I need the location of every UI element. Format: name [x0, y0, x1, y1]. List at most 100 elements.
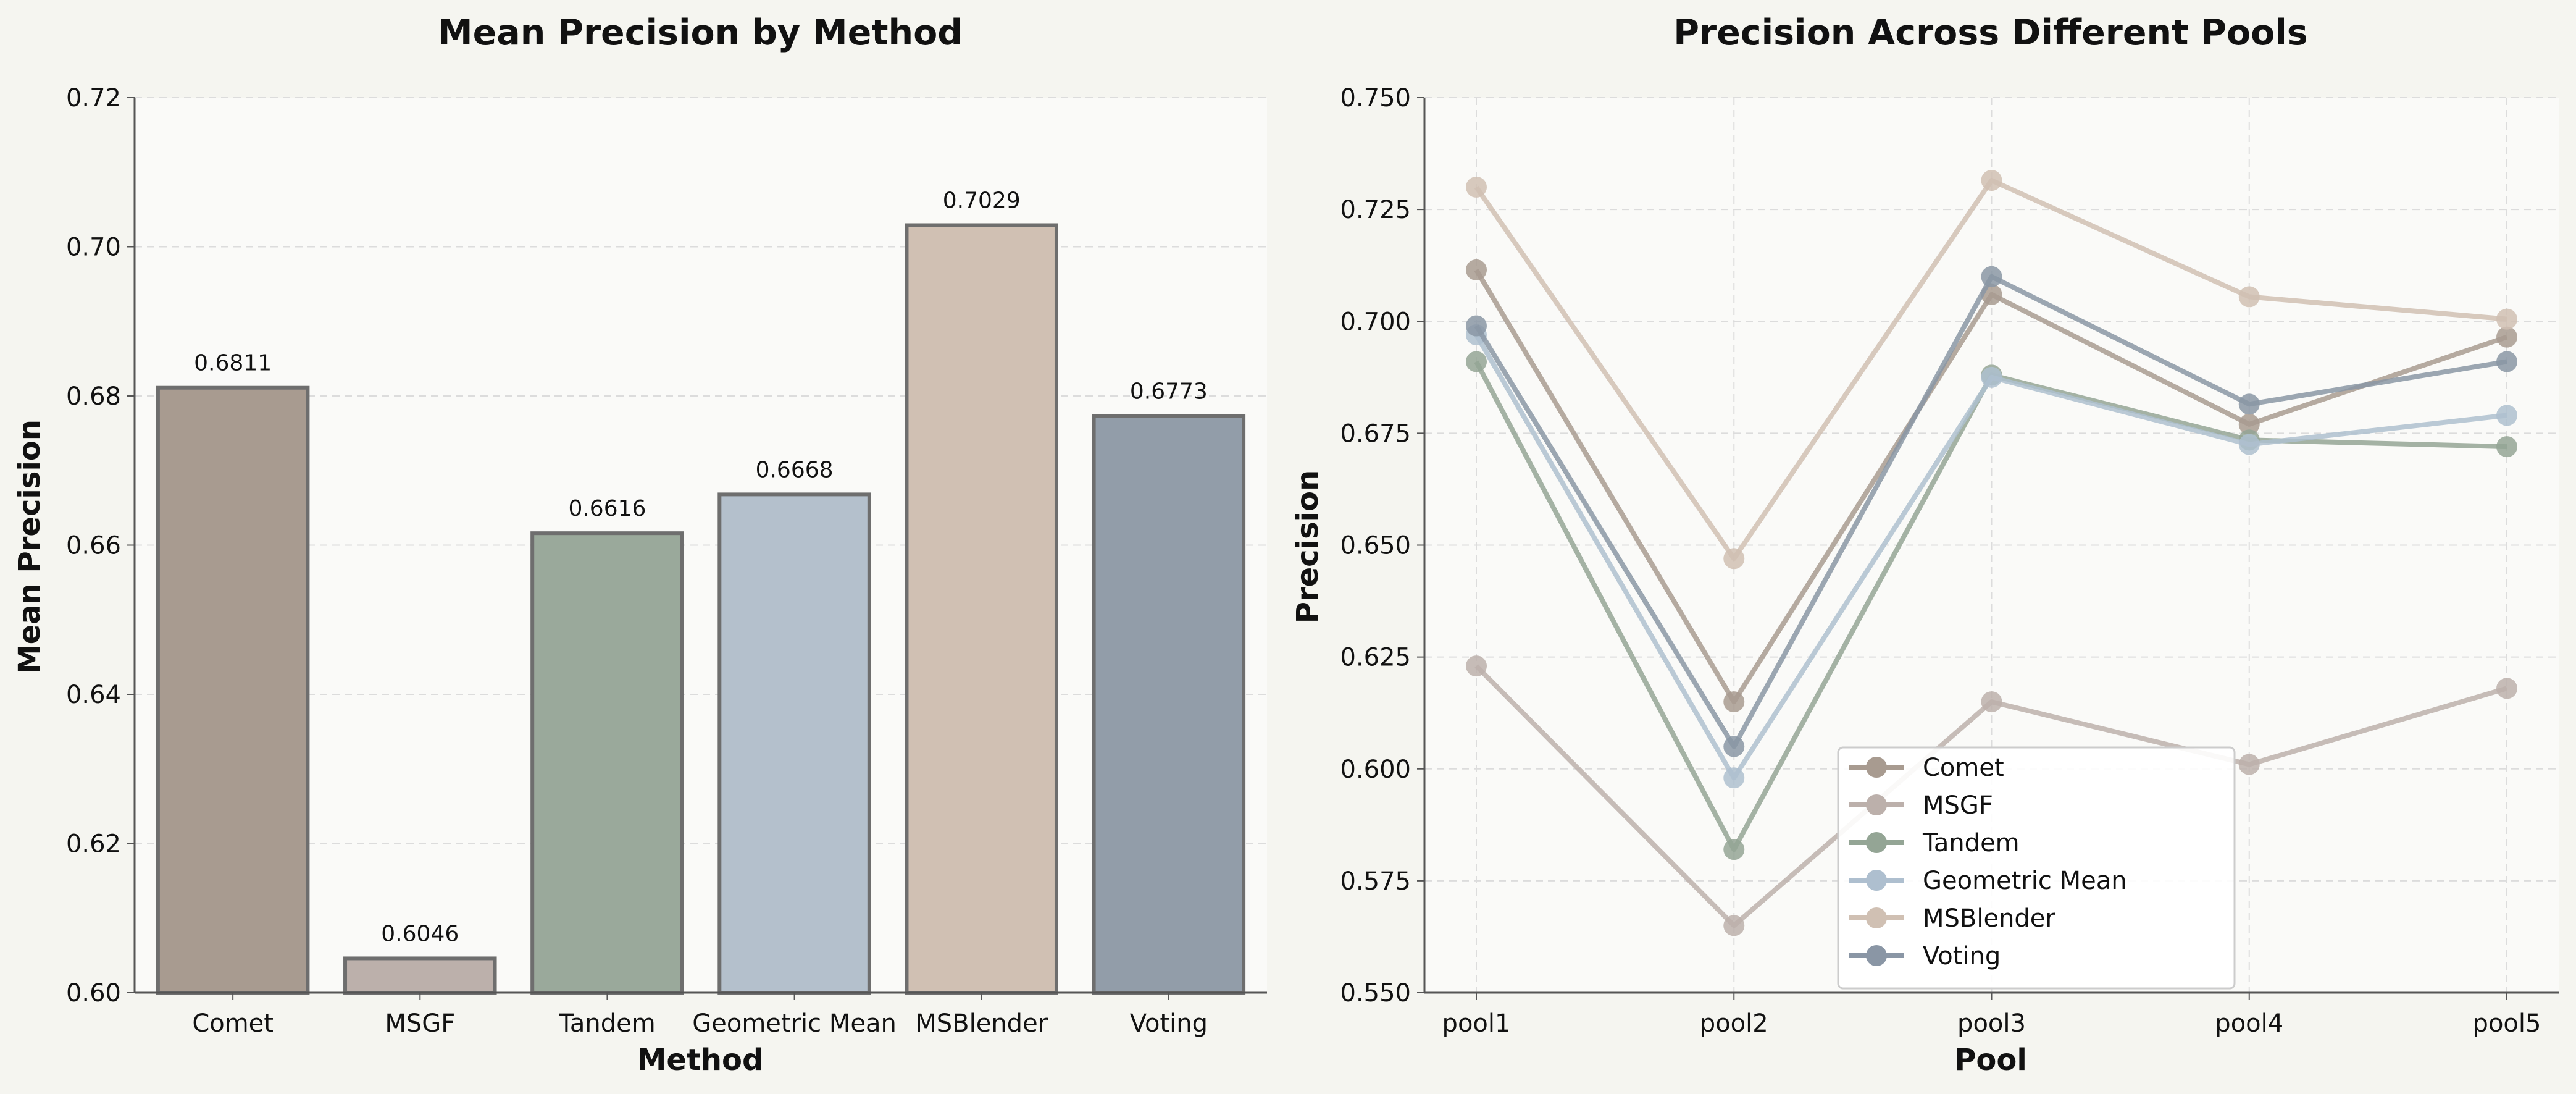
line-x-tick-label: pool4 — [2215, 1009, 2283, 1038]
legend-item: Voting — [1849, 942, 2001, 970]
series-point — [2496, 436, 2517, 458]
legend-label: MSGF — [1923, 791, 1993, 820]
bar-y-tick-label: 0.72 — [66, 84, 121, 112]
bar-x-tick-label: Geometric Mean — [692, 1009, 897, 1038]
bar-chart: 0.60 0.62 0.64 0.66 0.68 0.70 0.72 Comet MSGF Ta… — [12, 12, 1267, 1077]
legend-label: Tandem — [1922, 829, 2020, 857]
line-x-tick-label: pool3 — [1957, 1009, 2026, 1038]
bar-x-axis-label: Method — [637, 1043, 764, 1077]
legend-label: Geometric Mean — [1923, 867, 2127, 895]
series-point — [1981, 691, 2002, 713]
bar-value-label: 0.7029 — [943, 188, 1021, 213]
legend-box — [1837, 746, 2236, 990]
series-point — [2238, 434, 2260, 455]
series-point — [1723, 767, 1745, 789]
line-y-ticks: 0.550 0.575 0.600 0.625 0.650 0.675 0.700 0.725… — [1340, 84, 1424, 1008]
series-point — [2238, 393, 2260, 415]
series-point — [1466, 259, 1487, 280]
legend-swatch-marker — [1866, 757, 1887, 778]
series-point — [2496, 351, 2517, 372]
bar-y-tick-label: 0.66 — [66, 532, 121, 560]
line-y-tick-label: 0.575 — [1340, 867, 1411, 896]
legend-label: Voting — [1923, 942, 2001, 970]
bar-data-labels: 0.6811 0.6046 0.6616 0.6668 0.7029 0.6773 — [194, 188, 1208, 946]
bar-y-tick-label: 0.62 — [66, 830, 121, 859]
series-point — [1466, 315, 1487, 337]
line-y-tick-label: 0.700 — [1340, 308, 1411, 336]
bar-value-label: 0.6046 — [381, 921, 459, 946]
series-point — [2238, 754, 2260, 775]
line-y-tick-label: 0.725 — [1340, 196, 1411, 224]
line-x-tick-label: pool2 — [1700, 1009, 1768, 1038]
legend-item: Comet — [1849, 754, 2004, 782]
series-msgf — [1466, 655, 2517, 936]
series-point — [1981, 266, 2002, 287]
bar-geometric-mean — [717, 492, 871, 995]
series-point — [1466, 351, 1487, 372]
series-point — [2496, 326, 2517, 348]
series-comet — [1466, 259, 2517, 713]
bar-y-tick-label: 0.60 — [66, 979, 121, 1008]
series-point — [2238, 286, 2260, 308]
series-point — [1723, 915, 1745, 936]
bar-tandem — [530, 531, 684, 995]
series-point — [2496, 678, 2517, 699]
bar-x-tick-label: Comet — [192, 1009, 274, 1038]
legend-label: Comet — [1923, 754, 2004, 782]
series-point — [1723, 691, 1745, 713]
series-point — [1723, 839, 1745, 860]
series-point — [1466, 655, 1487, 677]
bar-value-label: 0.6811 — [194, 351, 272, 376]
bar-msgf — [343, 956, 497, 995]
line-chart-title: Precision Across Different Pools — [1673, 12, 2307, 53]
series-point — [1723, 548, 1745, 570]
legend-swatch-marker — [1866, 832, 1887, 853]
line-legend: Comet MSGF Tandem Geometric Mean MSBlender Vo… — [1837, 746, 2236, 990]
line-y-tick-label: 0.550 — [1340, 979, 1411, 1008]
bar-value-label: 0.6773 — [1130, 379, 1208, 405]
series-point — [1466, 176, 1487, 198]
line-series-group — [1466, 170, 2517, 936]
series-point — [1981, 170, 2002, 191]
series-point — [2496, 308, 2517, 330]
line-y-tick-label: 0.625 — [1340, 644, 1411, 672]
bar-x-tick-label: MSBlender — [915, 1009, 1048, 1038]
series-point — [1723, 736, 1745, 757]
legend-label: MSBlender — [1923, 904, 2055, 933]
legend-item: MSGF — [1849, 791, 1993, 820]
series-point — [1981, 366, 2002, 388]
bar-value-label: 0.6668 — [756, 457, 834, 482]
legend-item: Geometric Mean — [1849, 867, 2127, 895]
bar-y-tick-label: 0.70 — [66, 234, 121, 262]
bar-value-label: 0.6616 — [568, 496, 646, 521]
bar-y-tick-label: 0.64 — [66, 681, 121, 709]
line-x-tick-label: pool5 — [2473, 1009, 2541, 1038]
bar-voting — [1092, 414, 1246, 995]
bar-chart-title: Mean Precision by Method — [438, 12, 963, 53]
legend-swatch-marker — [1866, 870, 1887, 891]
line-x-axis-label: Pool — [1954, 1043, 2027, 1077]
bar-x-tick-label: Tandem — [558, 1009, 656, 1038]
bar-comet — [156, 385, 310, 995]
bar-marks — [156, 223, 1246, 995]
series-msblender — [1466, 170, 2517, 570]
line-y-tick-label: 0.675 — [1340, 419, 1411, 448]
line-y-tick-label: 0.750 — [1340, 84, 1411, 112]
bar-y-tick-label: 0.68 — [66, 382, 121, 411]
series-point — [2238, 413, 2260, 435]
bar-x-tick-label: Voting — [1130, 1009, 1208, 1038]
series-voting — [1466, 266, 2517, 757]
line-x-ticks: pool1 pool2 pool3 pool4 pool5 — [1442, 993, 2541, 1038]
bar-x-tick-label: MSGF — [385, 1009, 455, 1038]
line-x-tick-label: pool1 — [1442, 1009, 1511, 1038]
legend-swatch-marker — [1866, 945, 1887, 966]
line-y-tick-label: 0.600 — [1340, 755, 1411, 784]
bar-y-axis-label: Mean Precision — [12, 419, 47, 674]
line-y-axis-label: Precision — [1290, 470, 1325, 623]
legend-item: Tandem — [1849, 829, 2020, 857]
bar-msblender — [905, 223, 1058, 995]
line-chart: 0.550 0.575 0.600 0.625 0.650 0.675 0.700 0.725… — [1290, 12, 2559, 1077]
legend-swatch-marker — [1866, 907, 1887, 928]
legend-swatch-marker — [1866, 794, 1887, 815]
